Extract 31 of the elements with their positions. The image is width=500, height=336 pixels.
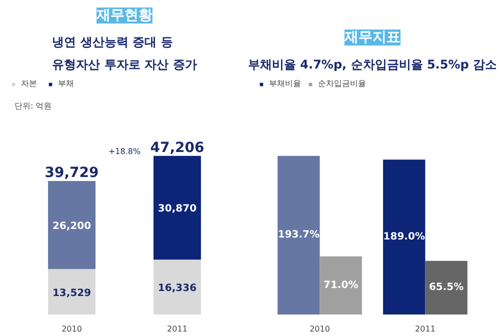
data-label: 71.0% <box>324 280 358 291</box>
data-label: 30,870 <box>158 204 197 215</box>
legend-label: 순차입금비율 <box>318 78 366 89</box>
legend-label: 부채비율 <box>269 78 301 89</box>
chart-title: 재무지표 <box>344 30 400 46</box>
annotation: +18.8% <box>108 146 141 156</box>
data-label: 193.7% <box>278 230 320 241</box>
bar <box>383 160 426 314</box>
x-tick-label: 2010 <box>62 324 82 334</box>
data-label: 26,200 <box>52 220 92 232</box>
x-tick-label: 2011 <box>415 324 436 334</box>
chart-subtitle: 냉연 생산능력 증대 등 유형자산 투자로 자산 증가 <box>52 35 197 72</box>
bar <box>48 180 96 270</box>
bar <box>154 156 201 260</box>
x-tick-label: 2010 <box>310 324 330 334</box>
total-label: 39,729 <box>44 164 99 181</box>
total-label: 47,206 <box>150 140 204 156</box>
data-label: 65.5% <box>428 282 464 294</box>
legend-label: 부채 <box>58 78 75 89</box>
bar <box>48 269 96 314</box>
chart-title: 재무현황 <box>96 8 152 24</box>
data-label: 13,529 <box>52 288 92 299</box>
bar <box>278 156 320 314</box>
data-label: 16,336 <box>158 283 197 294</box>
legend-label: 자본 <box>21 78 38 89</box>
text: 단위: 억원 <box>14 102 52 110</box>
data-label: 189.0% <box>383 232 425 243</box>
bar <box>320 256 362 314</box>
x-tick-label: 2011 <box>167 324 188 334</box>
bar <box>425 260 468 314</box>
bar <box>154 260 201 314</box>
